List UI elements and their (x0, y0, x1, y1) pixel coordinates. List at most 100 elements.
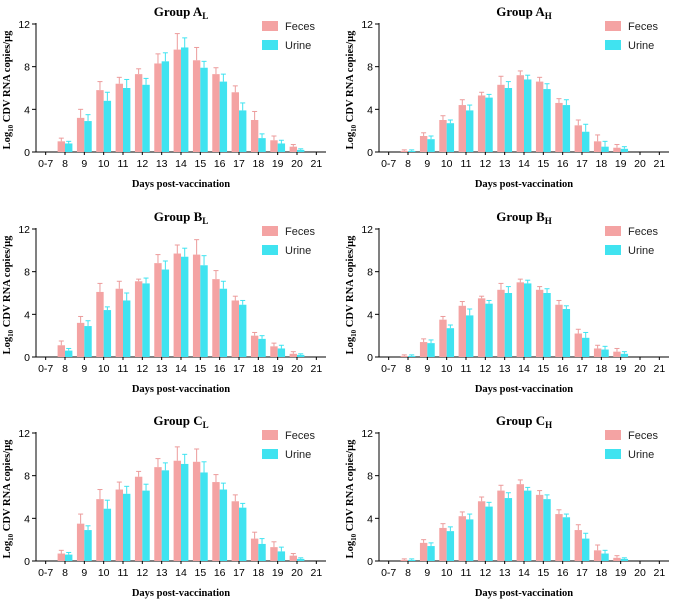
bar-urine (427, 343, 435, 357)
bar-urine (258, 543, 266, 561)
legend-label: Urine (628, 449, 654, 461)
x-tick-label: 17 (576, 567, 588, 579)
x-tick-label: 20 (291, 363, 303, 375)
bar-feces (57, 553, 65, 561)
bar-urine (446, 123, 455, 152)
y-tick-label: 0 (24, 556, 30, 568)
bar-urine (620, 353, 629, 357)
bar-urine (446, 328, 455, 357)
y-axis-label-subscript: 10 (7, 533, 15, 541)
y-tick-label: 0 (367, 556, 373, 568)
bar-urine (181, 463, 189, 561)
bar-feces (574, 530, 582, 561)
bar-feces (613, 147, 621, 152)
x-tick-label: 13 (499, 363, 511, 375)
bar-urine (84, 326, 92, 357)
legend-label: Urine (628, 245, 654, 257)
y-tick-label: 12 (361, 428, 373, 440)
bar-feces (289, 353, 297, 357)
bar-feces (516, 484, 524, 561)
x-tick-label: 17 (576, 158, 588, 170)
bar-urine (161, 61, 170, 153)
x-tick-label: 19 (272, 363, 284, 375)
bar-feces (96, 291, 104, 357)
chart-title: Group CH (496, 413, 552, 430)
bar-feces (96, 90, 104, 152)
bar-feces (231, 300, 239, 357)
bar-urine (601, 146, 609, 152)
chart-title-subscript: H (545, 420, 552, 430)
bar-urine (103, 100, 112, 152)
chart-title-main: Group B (496, 209, 545, 224)
x-tick-label: 16 (214, 567, 226, 579)
x-tick-label: 8 (405, 363, 411, 375)
x-tick-label: 21 (310, 363, 322, 375)
y-axis-label: Log10 CDV RNA copies/μg (2, 30, 15, 149)
bar-urine (408, 355, 416, 357)
bar-urine (582, 538, 590, 561)
bar-feces (57, 345, 65, 357)
legend-swatch-urine (605, 449, 621, 459)
bar-feces (250, 335, 259, 357)
y-tick-label: 0 (24, 147, 30, 159)
x-tick-label: 11 (461, 158, 472, 170)
y-axis-label-subscript: 10 (7, 329, 15, 337)
bar-urine (485, 506, 493, 561)
x-tick-label: 18 (252, 567, 264, 579)
y-axis-label-rest: CDV RNA copies/μg (345, 30, 356, 125)
x-axis-label: Days post-vaccination (475, 588, 573, 599)
legend-swatch-urine (605, 245, 621, 255)
x-tick-label: 9 (81, 567, 87, 579)
x-tick-label: 14 (518, 158, 530, 170)
bar-feces (400, 355, 408, 357)
x-tick-label: 11 (118, 158, 129, 170)
x-tick-label: 9 (424, 363, 430, 375)
x-tick-label: 0-7 (38, 567, 53, 579)
bar-feces (212, 279, 220, 357)
x-tick-label: 12 (136, 363, 148, 375)
x-tick-label: 11 (118, 567, 129, 579)
y-tick-label: 0 (367, 352, 373, 364)
x-tick-label: 14 (175, 567, 187, 579)
legend-label: Feces (285, 21, 315, 33)
bar-urine (524, 490, 532, 561)
x-tick-label: 15 (194, 567, 206, 579)
bar-urine (504, 88, 513, 152)
x-tick-label: 0-7 (381, 363, 396, 375)
bar-urine (427, 546, 435, 561)
x-tick-label: 18 (252, 158, 264, 170)
bar-urine (123, 300, 131, 357)
y-axis-label-prefix: Log (345, 540, 356, 558)
bar-feces (535, 494, 544, 561)
x-tick-label: 20 (291, 567, 303, 579)
bar-feces (173, 253, 181, 357)
bar-feces (593, 348, 602, 357)
bar-feces (76, 322, 85, 357)
x-tick-label: 16 (557, 363, 569, 375)
bar-feces (419, 342, 428, 357)
bar-feces (574, 333, 582, 357)
bar-feces (192, 461, 201, 561)
bar-urine (239, 304, 247, 357)
y-tick-label: 4 (367, 309, 373, 321)
legend-label: Urine (285, 40, 311, 52)
x-tick-label: 18 (595, 363, 607, 375)
bar-urine (620, 148, 629, 152)
bar-urine (219, 288, 228, 357)
y-axis-label: Log10 CDV RNA copies/μg (345, 439, 358, 558)
y-tick-label: 8 (24, 62, 30, 74)
x-tick-label: 0-7 (381, 567, 396, 579)
x-tick-label: 15 (537, 363, 549, 375)
legend-swatch-feces (605, 21, 621, 31)
bar-urine (142, 84, 150, 152)
bar-feces (555, 514, 563, 561)
y-axis-label: Log10 CDV RNA copies/μg (345, 30, 358, 149)
x-tick-label: 15 (537, 567, 549, 579)
bar-urine (239, 507, 247, 561)
bar-urine (620, 558, 629, 561)
bar-feces (212, 74, 220, 152)
bar-urine (524, 283, 532, 357)
bar-feces (154, 263, 162, 357)
